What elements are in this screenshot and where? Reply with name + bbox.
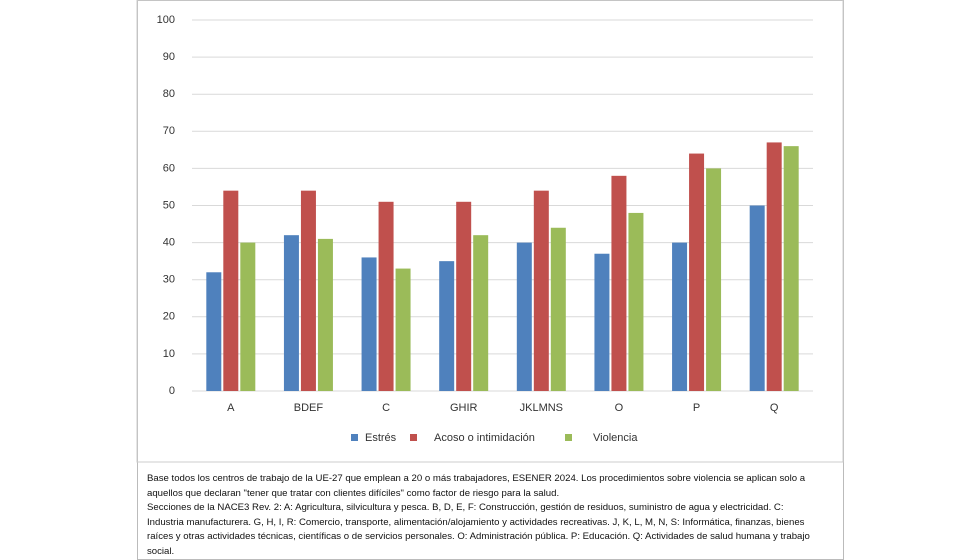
y-tick-label: 30: [163, 274, 175, 286]
x-tick-label: JKLMNS: [520, 402, 563, 414]
bar: [533, 190, 549, 391]
bar: [672, 242, 688, 391]
bar: [611, 175, 627, 391]
bar: [317, 238, 333, 391]
bar: [378, 201, 394, 391]
x-tick-label: Q: [770, 402, 779, 414]
y-tick-label: 40: [163, 237, 175, 249]
bar: [706, 168, 722, 391]
y-tick-label: 90: [163, 51, 175, 63]
bar: [395, 268, 411, 391]
bar: [473, 235, 489, 391]
bar: [240, 242, 256, 391]
bar: [749, 205, 765, 391]
legend-swatch: [565, 434, 572, 441]
bar: [456, 201, 472, 391]
bar: [628, 212, 644, 391]
x-tick-label: A: [227, 402, 235, 414]
bar: [783, 146, 799, 391]
y-tick-label: 50: [163, 199, 175, 211]
y-tick-label: 80: [163, 88, 175, 100]
y-tick-label: 10: [163, 348, 175, 360]
bar: [689, 153, 705, 391]
bar: [300, 190, 316, 391]
notes: Base todos los centros de trabajo de la …: [147, 472, 815, 559]
x-tick-label: C: [382, 402, 390, 414]
note: Secciones de la NACE3 Rev. 2: A: Agricul…: [147, 502, 810, 557]
bar: [361, 257, 377, 391]
x-tick-label: BDEF: [294, 402, 324, 414]
x-tick-label: GHIR: [450, 402, 478, 414]
legend-label: Violencia: [593, 432, 638, 444]
x-tick-label: P: [693, 402, 700, 414]
y-tick-label: 20: [163, 311, 175, 323]
chart-border: [136, 0, 844, 463]
note: Base todos los centros de trabajo de la …: [147, 473, 806, 499]
bar: [439, 261, 455, 391]
legend-label: Estrés: [365, 432, 397, 444]
bar: [766, 142, 782, 391]
legend-swatch: [351, 434, 358, 441]
bar: [283, 235, 299, 391]
y-tick-label: 70: [163, 125, 175, 137]
bar: [550, 227, 566, 391]
chart: 0 10 20 30 40 50 60 70 80 90 100 A BDEF C GHIR JKLMNS O P…: [136, 0, 844, 463]
bar: [594, 253, 610, 391]
bar: [516, 242, 532, 391]
bar: [206, 272, 222, 391]
y-tick-label: 0: [169, 385, 175, 397]
y-tick-label: 60: [163, 162, 175, 174]
legend-swatch: [410, 434, 417, 441]
y-tick-label: 100: [157, 14, 175, 26]
bar: [223, 190, 239, 391]
legend-label: Acoso o intimidación: [434, 432, 535, 444]
x-tick-label: O: [615, 402, 624, 414]
